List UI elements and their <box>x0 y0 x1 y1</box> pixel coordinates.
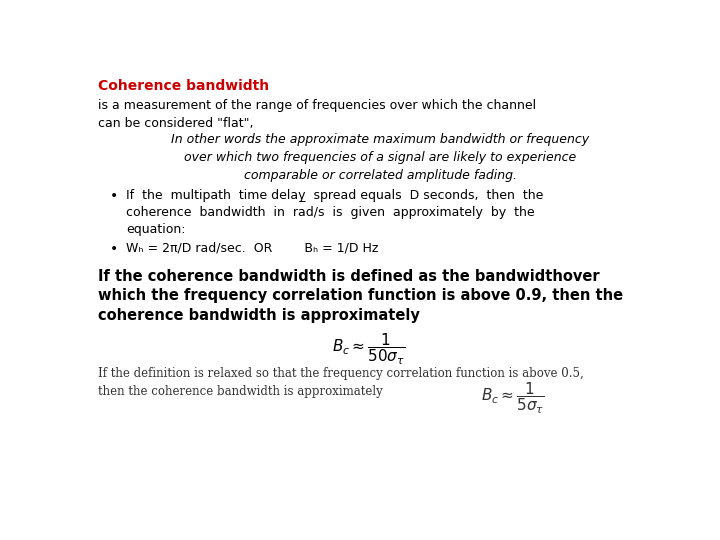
Text: can be considered "flat",: can be considered "flat", <box>99 117 254 130</box>
Text: $B_c \approx \dfrac{1}{5\sigma_{\tau}}$: $B_c \approx \dfrac{1}{5\sigma_{\tau}}$ <box>481 381 544 416</box>
Text: If the definition is relaxed so that the frequency correlation function is above: If the definition is relaxed so that the… <box>99 367 584 380</box>
Text: •: • <box>109 242 118 256</box>
Text: $B_c \approx \dfrac{1}{50\sigma_{\tau}}$: $B_c \approx \dfrac{1}{50\sigma_{\tau}}$ <box>332 331 406 367</box>
Text: Coherence bandwidth: Coherence bandwidth <box>99 79 269 93</box>
Text: Wₕ = 2π/D rad/sec.  OR        Bₕ = 1/D Hz: Wₕ = 2π/D rad/sec. OR Bₕ = 1/D Hz <box>126 242 379 255</box>
Text: coherence  bandwidth  in  rad/s  is  given  approximately  by  the: coherence bandwidth in rad/s is given ap… <box>126 206 535 219</box>
Text: If the coherence bandwidth is defined as the bandwidthover: If the coherence bandwidth is defined as… <box>99 269 600 284</box>
Text: comparable or correlated amplitude fading.: comparable or correlated amplitude fadin… <box>243 169 517 182</box>
Text: coherence bandwidth is approximately: coherence bandwidth is approximately <box>99 308 420 323</box>
Text: over which two frequencies of a signal are likely to experience: over which two frequencies of a signal a… <box>184 151 576 164</box>
Text: If  the  multipath  time delay̲  spread equals  D seconds,  then  the: If the multipath time delay̲ spread equa… <box>126 190 544 202</box>
Text: then the coherence bandwidth is approximately: then the coherence bandwidth is approxim… <box>99 385 383 398</box>
Text: is a measurement of the range of frequencies over which the channel: is a measurement of the range of frequen… <box>99 99 536 112</box>
Text: •: • <box>109 190 118 204</box>
Text: equation:: equation: <box>126 222 186 235</box>
Text: In other words the approximate maximum bandwidth or frequency: In other words the approximate maximum b… <box>171 133 589 146</box>
Text: which the frequency correlation function is above 0.9, then the: which the frequency correlation function… <box>99 288 624 303</box>
